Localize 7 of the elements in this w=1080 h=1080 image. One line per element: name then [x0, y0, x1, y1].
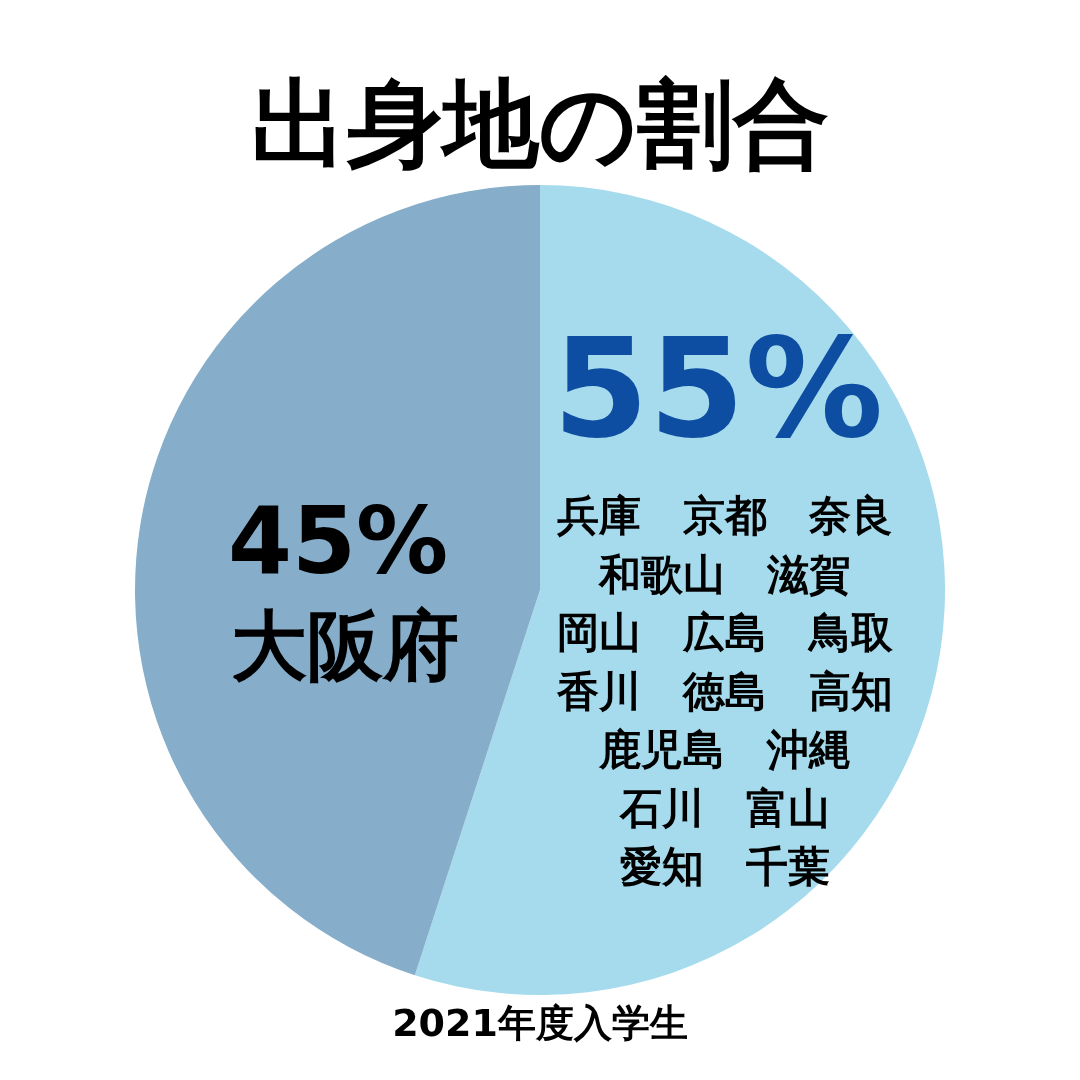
- text: 2021年度入学生: [392, 1001, 688, 1045]
- slice-label: 大阪府: [231, 601, 459, 690]
- data-label: 45%: [227, 488, 449, 595]
- chart-title: 出身地の割合: [251, 68, 829, 180]
- slice-label: 兵庫 京都 奈良和歌山 滋賀岡山 広島 鳥取香川 徳島 高知鹿児島 沖縄石川 富山愛知 千葉: [556, 491, 893, 891]
- pie-slice: [135, 185, 540, 976]
- data-label: 55%: [552, 308, 884, 469]
